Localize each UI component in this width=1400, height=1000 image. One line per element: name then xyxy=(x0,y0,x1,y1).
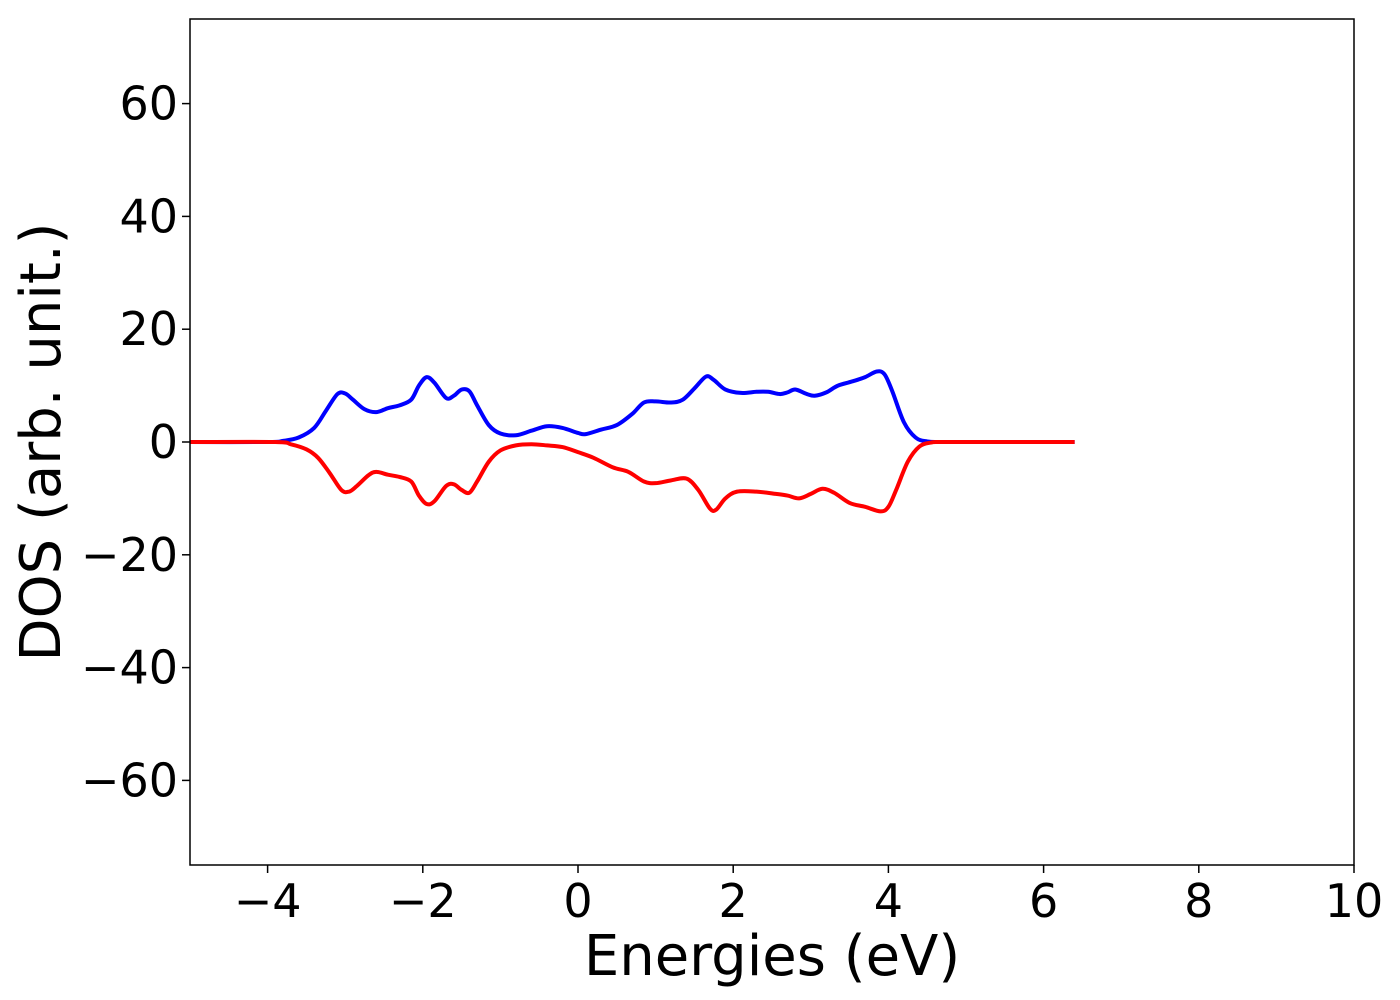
y-tick-label: 0 xyxy=(149,415,178,469)
x-axis-label: Energies (eV) xyxy=(584,924,960,989)
x-tick-label: −4 xyxy=(234,874,302,928)
series-line-1 xyxy=(189,369,1075,445)
y-tick-label: −60 xyxy=(81,753,178,807)
y-axis-label: DOS (arb. unit.) xyxy=(9,222,74,661)
y-tick-label: −20 xyxy=(81,528,178,582)
y-tick-label: 40 xyxy=(119,189,178,243)
y-tick-label: −40 xyxy=(81,641,178,695)
y-tick-label: 20 xyxy=(119,302,178,356)
x-tick-label: 10 xyxy=(1325,874,1384,928)
plot-frame xyxy=(189,18,1355,866)
x-tick-label: 0 xyxy=(563,874,592,928)
y-axis-ticks: −60 −40 −20 0 20 40 60 xyxy=(81,77,190,807)
x-axis-ticks: −4 −2 0 2 4 6 8 10 xyxy=(234,865,1384,928)
series-group xyxy=(189,369,1075,514)
y-tick-label: 60 xyxy=(119,77,178,131)
x-tick-label: 6 xyxy=(1029,874,1058,928)
x-tick-label: 2 xyxy=(719,874,748,928)
x-tick-label: −2 xyxy=(389,874,457,928)
x-tick-label: 4 xyxy=(874,874,903,928)
x-tick-label: 8 xyxy=(1184,874,1213,928)
series-line-2 xyxy=(189,439,1075,514)
